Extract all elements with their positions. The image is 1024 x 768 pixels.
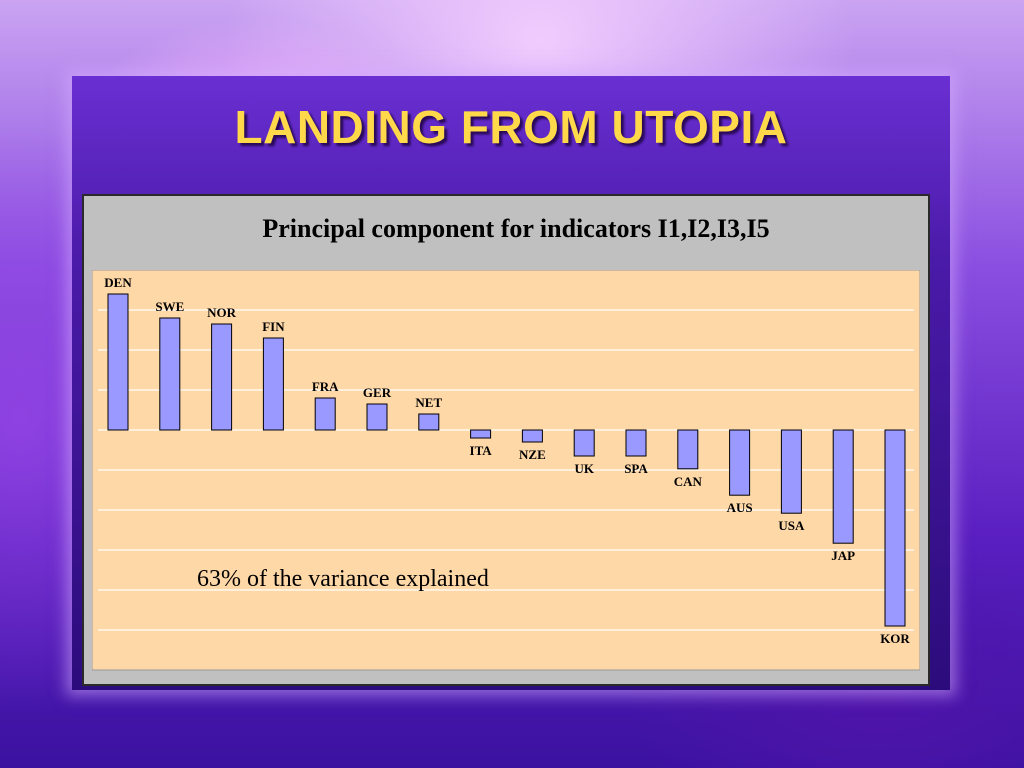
bar-label-den: DEN [104,275,132,290]
bar-fin [262,337,284,431]
bar-chart: DEN SWE NOR FIN FRA GER NET ITA NZE UK SPA CAN AUS US… [92,270,920,671]
bar-can [677,429,699,470]
bar-label-ger: GER [363,385,392,400]
bar-net [418,413,440,431]
bar-nor [211,323,233,431]
grid-lines [98,309,914,631]
slide-title: LANDING FROM UTOPIA [234,101,788,153]
bar-label-can: CAN [674,474,703,489]
bar-jap [832,429,854,544]
bar-label-net: NET [415,395,442,410]
bar-label-nze: NZE [519,447,546,462]
bar-label-spa: SPA [624,461,648,476]
bar-ita [470,429,492,439]
bar-label-uk: UK [574,461,594,476]
bar-aus [729,429,751,496]
bar-fra [314,397,336,431]
bar-label-jap: JAP [831,548,855,563]
variance-annotation: 63% of the variance explained [197,566,489,592]
bar-swe [159,317,181,431]
bar-uk [573,429,595,457]
bar-label-usa: USA [778,518,805,533]
bar-label-ita: ITA [470,443,493,458]
bar-ger [366,403,388,431]
bar-label-kor: KOR [880,631,910,646]
bar-kor [884,429,906,627]
bars [107,293,906,627]
bar-usa [780,429,802,514]
bar-label-swe: SWE [155,299,184,314]
bar-nze [521,429,543,443]
bar-labels: DEN SWE NOR FIN FRA GER NET ITA NZE UK SPA CAN AUS US… [104,275,910,646]
chart-title: Principal component for indicators I1,I2… [262,214,770,243]
bar-den [107,293,129,431]
bar-label-nor: NOR [207,305,237,320]
bar-label-fin: FIN [262,319,285,334]
bar-label-fra: FRA [312,379,339,394]
bar-spa [625,429,647,457]
bar-label-aus: AUS [727,500,753,515]
